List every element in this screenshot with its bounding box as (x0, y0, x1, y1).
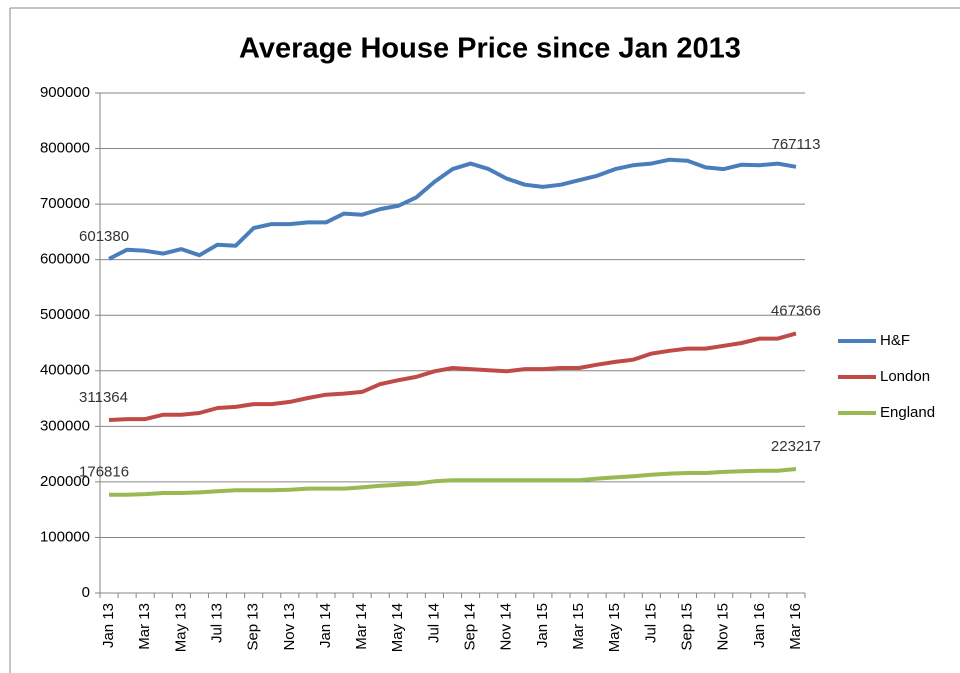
y-tick-label: 500000 (40, 306, 90, 323)
x-tick-label: Nov 15 (715, 603, 732, 651)
data-label: 223217 (771, 438, 821, 455)
data-label: 176816 (79, 464, 129, 481)
x-tick-label: May 15 (606, 603, 623, 652)
data-label: 311364 (79, 389, 128, 406)
data-label: 767113 (771, 136, 820, 153)
y-tick-label: 600000 (40, 251, 90, 268)
x-tick-label: Nov 14 (498, 603, 515, 651)
x-tick-label: Jul 15 (642, 603, 659, 643)
x-tick-label: Nov 13 (281, 603, 298, 651)
legend-label: England (880, 404, 935, 421)
y-tick-label: 0 (82, 584, 90, 601)
x-tick-label: Sep 14 (462, 603, 479, 651)
x-tick-label: May 13 (172, 603, 189, 652)
series-line (108, 157, 797, 261)
y-tick-label: 200000 (40, 473, 90, 490)
x-tick-label: Jul 14 (425, 603, 442, 643)
data-label: 467366 (771, 302, 821, 319)
series-line (108, 467, 797, 497)
y-tick-label: 400000 (40, 362, 90, 379)
y-tick-label: 700000 (40, 195, 90, 212)
x-tick-label: Mar 16 (787, 603, 804, 650)
legend-label: H&F (880, 332, 910, 349)
x-tick-label: Jan 14 (317, 603, 334, 648)
legend-label: London (880, 368, 930, 385)
x-tick-label: Mar 13 (136, 603, 153, 650)
x-tick-label: Sep 15 (678, 603, 695, 651)
chart-title: Average House Price since Jan 2013 (239, 33, 741, 65)
x-tick-label: Jul 13 (208, 603, 225, 643)
y-tick-label: 300000 (40, 417, 90, 434)
y-tick-label: 900000 (40, 84, 90, 101)
x-tick-label: Jan 16 (751, 603, 768, 648)
series-line (108, 331, 797, 422)
x-tick-label: May 14 (389, 603, 406, 652)
x-tick-label: Sep 13 (245, 603, 262, 651)
x-tick-label: Jan 15 (534, 603, 551, 648)
y-tick-label: 100000 (40, 528, 90, 545)
x-tick-label: Mar 14 (353, 603, 370, 650)
data-label: 601380 (79, 228, 129, 245)
x-tick-label: Jan 13 (100, 603, 117, 648)
x-tick-label: Mar 15 (570, 603, 587, 650)
y-tick-label: 800000 (40, 140, 90, 157)
